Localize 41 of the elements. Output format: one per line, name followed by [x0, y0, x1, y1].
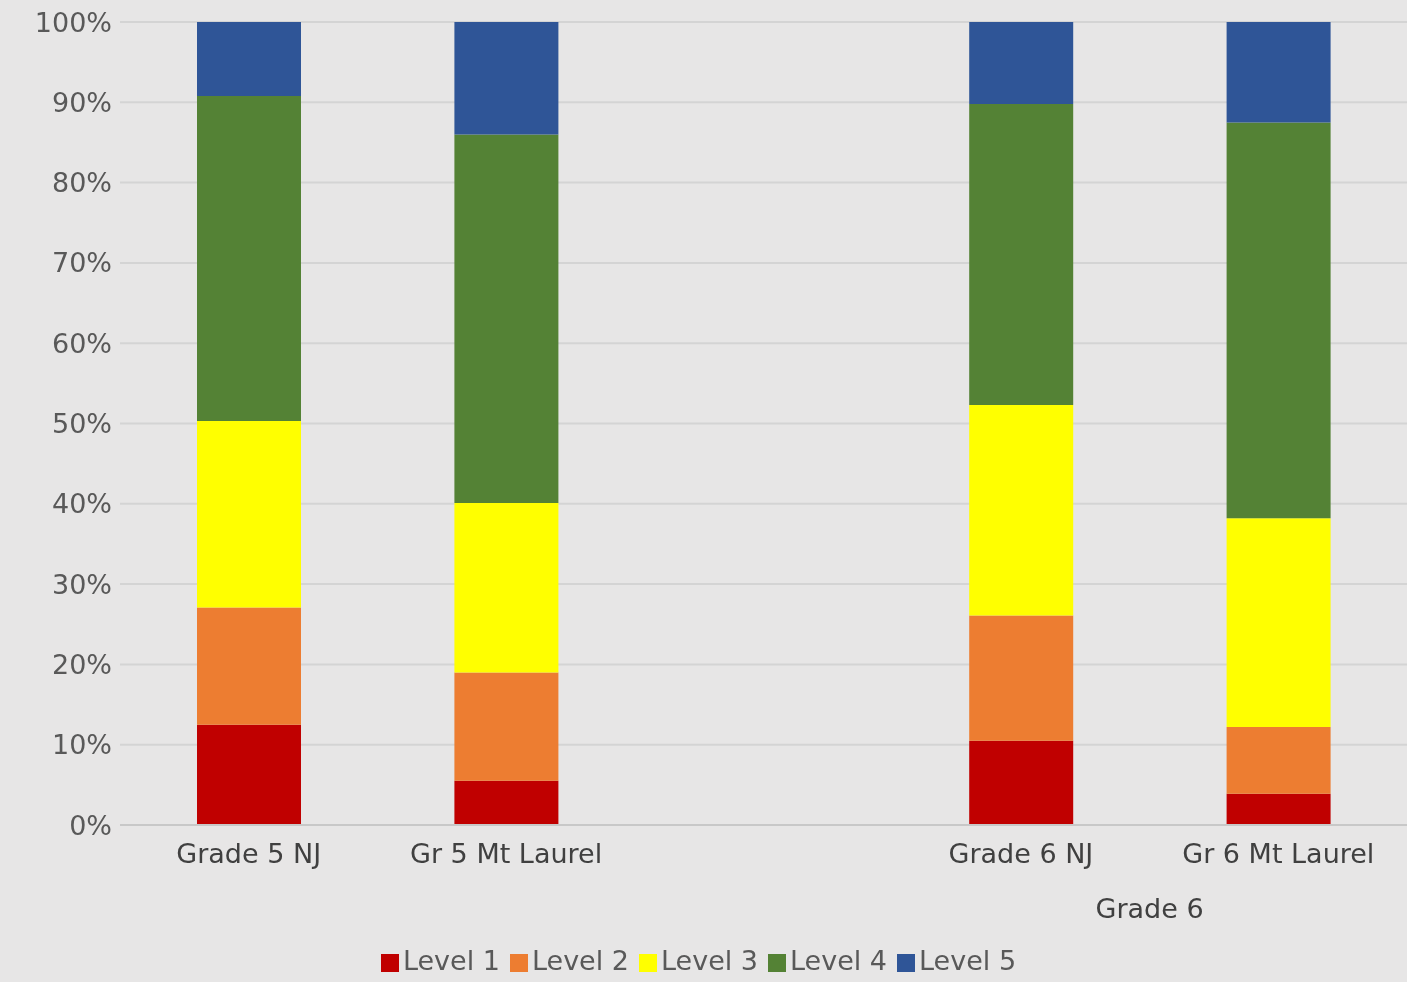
- y-tick-label: 30%: [51, 568, 112, 600]
- y-tick-label: 70%: [51, 247, 112, 279]
- bar: [1226, 793, 1331, 825]
- bar: [197, 22, 301, 96]
- legend-label: Level 4: [790, 945, 888, 976]
- x-tick-label: Grade 6 NJ: [948, 838, 1094, 869]
- y-tick-label: 40%: [51, 488, 112, 520]
- bar: [969, 615, 1074, 741]
- bar: [1226, 122, 1331, 519]
- y-tick-label: 60%: [51, 327, 112, 359]
- x-tick-label: Gr 5 Mt Laurel: [410, 838, 603, 869]
- legend-label: Level 3: [660, 945, 759, 976]
- y-tick-label: 0%: [69, 809, 112, 841]
- bar: [197, 724, 301, 825]
- y-tick-label: 20%: [51, 648, 112, 680]
- y-tick-label: 10%: [51, 729, 112, 761]
- bar: [969, 22, 1074, 104]
- bar: [454, 134, 559, 503]
- legend-label: Level 1: [402, 945, 500, 976]
- bar: [454, 780, 559, 825]
- legend-label: Level 2: [531, 945, 629, 976]
- bar: [969, 103, 1074, 406]
- bar: [1226, 727, 1331, 794]
- y-tick-label: 90%: [51, 86, 112, 118]
- bar: [969, 405, 1074, 616]
- bar: [197, 607, 301, 725]
- bar: [969, 740, 1074, 825]
- bar: [454, 672, 559, 781]
- y-tick-label: 100%: [34, 6, 112, 38]
- bar: [454, 503, 559, 673]
- bar: [197, 95, 301, 422]
- bar: [454, 22, 559, 135]
- bar: [1226, 518, 1331, 728]
- y-tick-label: 50%: [51, 408, 112, 440]
- x-tick-label: Gr 6 Mt Laurel: [1182, 838, 1375, 869]
- bar: [197, 421, 301, 608]
- x-tick-label: Grade 5 NJ: [176, 838, 322, 869]
- bar: [1226, 22, 1331, 123]
- y-tick-label: 80%: [51, 167, 112, 199]
- text: Grade 6: [1094, 893, 1205, 924]
- legend-label: Level 5: [919, 945, 1017, 976]
